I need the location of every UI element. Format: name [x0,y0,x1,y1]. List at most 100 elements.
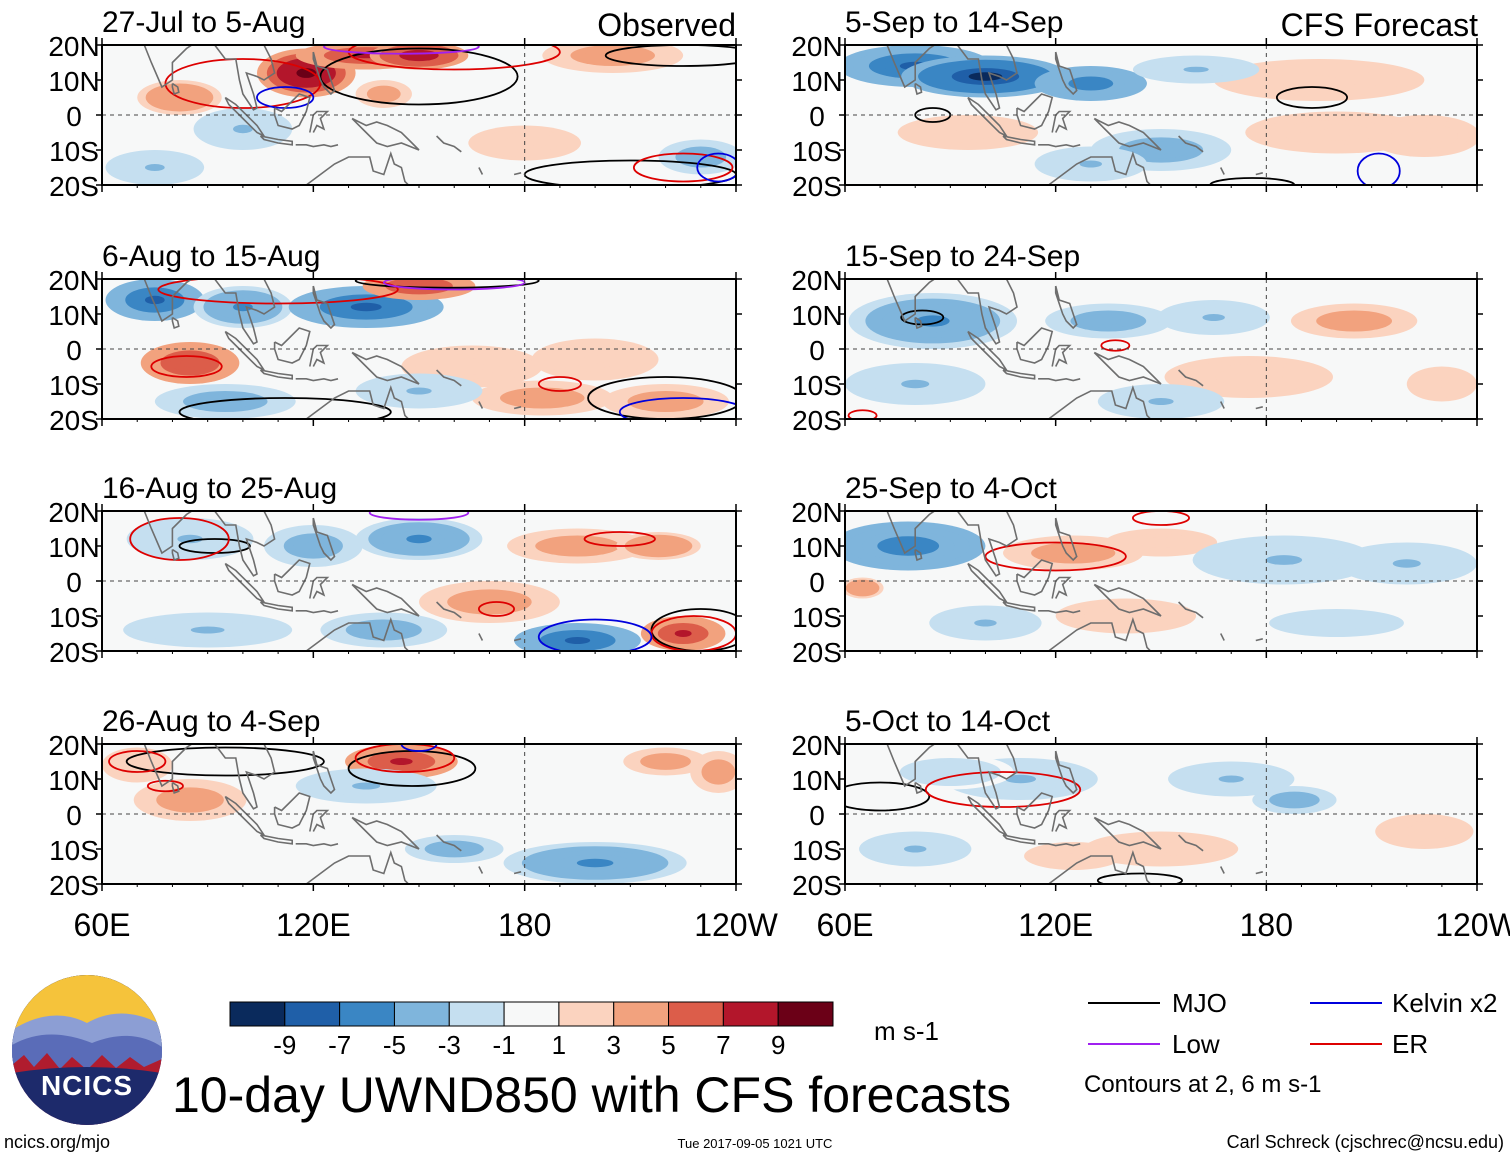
y-tick-label: 10N [48,532,99,563]
map-panel: 20N 10N 0 10S 20S 25-Sep to 4-Oct [791,472,1483,668]
coastline [914,82,923,96]
colorbar-tick-label: 1 [552,1030,566,1060]
coastline [436,369,462,387]
contour-er [157,279,399,305]
anomaly-blob [352,782,381,790]
y-tick-label: 0 [66,335,82,366]
coastline [1046,384,1152,419]
anomaly-blob [444,846,465,852]
wind-field [123,511,736,651]
coastline [315,28,320,39]
coastline [1051,344,1072,367]
coastline [967,96,1009,139]
contour-er [164,58,322,109]
coastline [436,135,462,153]
anomaly-blob [406,387,432,395]
coastline [1016,327,1054,364]
x-tick-label: 120E [1018,907,1093,943]
y-tick-label: 10N [791,765,842,796]
x-tick-label: 60E [817,907,874,943]
logo-text: NCICS [40,1070,134,1101]
map-panel: 20N 10N 0 10S 20S 5-Oct to 14-Oct 60E 120E 180 12… [791,705,1510,943]
coastline [914,316,923,330]
anomaly-blob [582,355,608,364]
colorbar-swatch [558,1001,615,1027]
x-tick-label: 180 [498,907,551,943]
y-tick-label: 20N [791,31,842,62]
y-tick-label: 20N [48,31,99,62]
anomaly-blob [937,768,963,776]
anomaly-blob [528,394,557,402]
anomaly-blob [1392,559,1421,568]
coastline [304,384,410,419]
anomaly-blob [953,129,982,136]
coastlines [130,744,522,884]
coastline [1178,135,1204,153]
forecast-label: CFS Forecast [1281,7,1478,43]
coastline [214,744,276,810]
anomaly-blob [1148,398,1174,405]
author-credit: Carl Schreck (cjschrec@ncsu.edu) [1227,1132,1504,1152]
ncics-logo: NCICS [12,975,162,1125]
panel-title: 5-Sep to 14-Sep [845,6,1063,39]
panel-title: 5-Oct to 14-Oct [845,705,1051,738]
coastline [273,792,311,829]
anomaly-blob [657,758,675,765]
coastlines [130,28,522,185]
anomaly-blob [390,758,413,765]
coastline [436,601,462,619]
coastline [914,548,923,562]
colorbar-swatch [229,1001,286,1027]
anomaly-blob [233,124,253,134]
y-tick-label: 0 [66,800,82,831]
y-tick-label: 10N [791,66,842,97]
coastline [312,285,336,330]
coastline [1016,93,1054,130]
coastline [1016,792,1054,829]
contour-er [650,615,736,651]
anomaly-blob [1434,380,1449,388]
colorbar-swatch [503,1001,560,1027]
coastline [478,866,484,874]
colorbar-tick-label: 3 [606,1030,620,1060]
coastline [312,517,336,562]
coastline [873,744,936,788]
observed-label: Observed [597,7,736,43]
contour-low [323,45,480,55]
anomaly-blob [1149,539,1173,546]
coastline [273,559,311,596]
colorbar: -9 -7 -5 -3 -1 1 3 5 7 9 [229,1001,834,1060]
coastline [130,744,194,788]
anomaly-blob [1111,612,1140,620]
coastline [956,744,1018,810]
coastline [130,279,194,323]
coastline [309,576,330,599]
y-tick-label: 10S [792,370,842,401]
coastline [1046,849,1152,884]
website-link[interactable]: ncics.org/mjo [4,1132,110,1152]
anomaly-blob [457,362,486,371]
coastline [259,601,293,612]
figure-title: 10-day UWND850 with CFS forecasts [172,1067,1011,1123]
contour-note: Contours at 2, 6 m s-1 [1084,1071,1321,1098]
x-tick-label: 120W [694,907,778,943]
anomaly-blob [576,858,614,868]
coastline [513,871,522,875]
coastlines [873,45,1263,185]
coastline [304,616,410,651]
anomaly-blob [378,91,390,97]
anomaly-blob [144,164,165,171]
contour-er [583,531,656,547]
anomaly-blob [178,795,202,805]
coastline [1002,369,1036,380]
contour-mjo [845,781,931,812]
anomaly-blob [892,541,924,551]
coastline [956,279,1018,345]
contour-er [984,541,1127,572]
coastline [1057,494,1062,505]
wind-field [845,293,1477,419]
coastline [1038,143,1081,148]
coastline [1219,167,1225,175]
anomaly-blob [650,543,667,549]
